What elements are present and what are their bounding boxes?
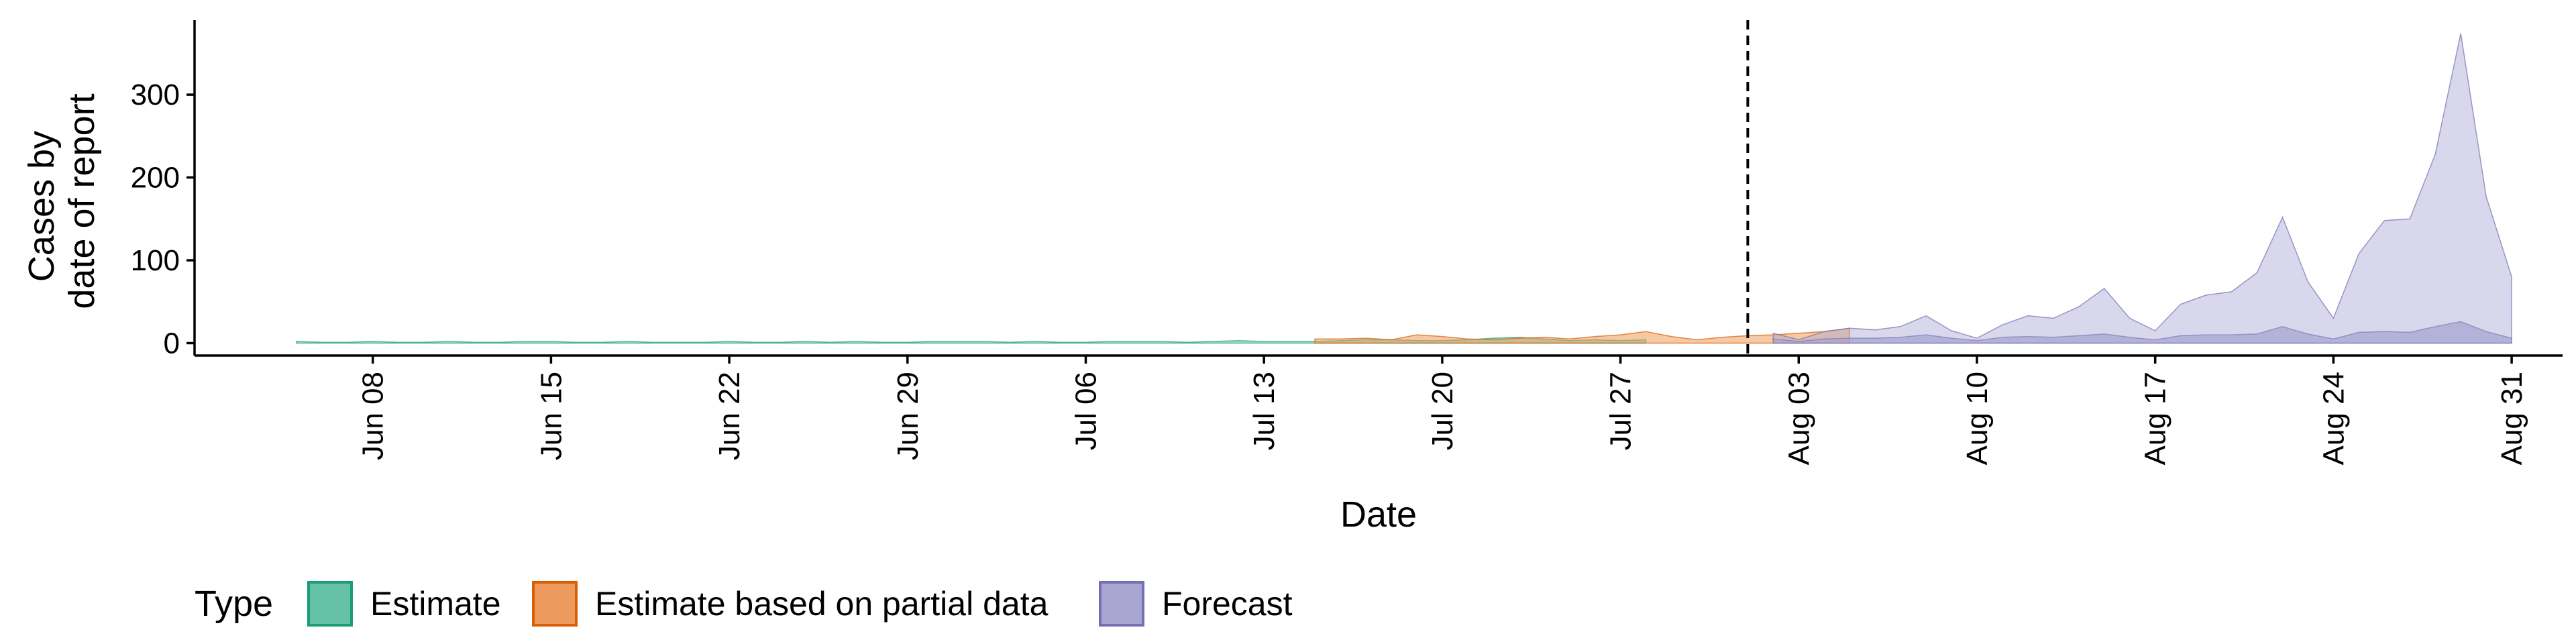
y-tick-label: 100 [131, 244, 180, 277]
x-tick-label: Jun 08 [357, 372, 390, 460]
y-tick-label: 300 [131, 78, 180, 111]
x-tick-label: Aug 17 [2139, 372, 2172, 465]
x-tick-label: Jul 13 [1248, 372, 1281, 450]
series-layer [296, 33, 2512, 344]
x-axis: Jun 08 Jun 15 Jun 22 Jun 29 Jul 06 Jul 13 Jul … [357, 356, 2528, 465]
y-axis-title-line-1: Cases by [21, 131, 62, 282]
series-area-2 [1314, 327, 1850, 344]
x-tick-label: Jul 06 [1069, 372, 1102, 450]
x-axis-title: Date [1340, 494, 1417, 535]
series-area-3 [1772, 33, 2512, 344]
x-tick-label: Jul 20 [1426, 372, 1459, 450]
x-tick-label: Jun 22 [713, 372, 746, 460]
legend-swatch-1 [307, 581, 353, 627]
x-tick-label: Jul 27 [1605, 372, 1638, 450]
legend-label-3: Forecast [1162, 585, 1293, 623]
legend-label-2: Estimate based on partial data [595, 585, 1049, 623]
legend-swatch-3 [1099, 581, 1144, 627]
x-tick-label: Aug 31 [2496, 372, 2528, 465]
y-axis: 0 100 200 300 [131, 78, 195, 360]
legend-label-1: Estimate [370, 585, 501, 623]
legend: Type Estimate Estimate based on partial d… [195, 581, 1293, 627]
y-axis-title: Cases by date of report [21, 93, 102, 309]
x-tick-label: Jun 15 [535, 372, 568, 460]
legend-swatch-2 [532, 581, 578, 627]
y-tick-label: 200 [131, 162, 180, 195]
x-tick-label: Aug 10 [1961, 372, 1994, 465]
x-tick-label: Aug 03 [1782, 372, 1815, 465]
y-axis-title-line-2: date of report [62, 93, 102, 309]
y-tick-label: 0 [164, 327, 180, 360]
x-tick-label: Aug 24 [2317, 372, 2350, 465]
series-inner-area-3 [1772, 321, 2512, 344]
x-tick-label: Jun 29 [892, 372, 924, 460]
legend-title: Type [195, 584, 273, 624]
